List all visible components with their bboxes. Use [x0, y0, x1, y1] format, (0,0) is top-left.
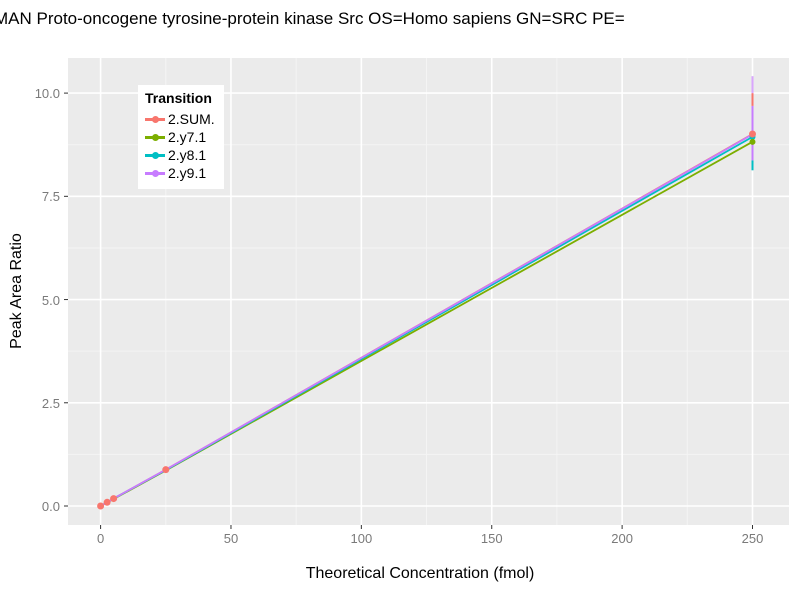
data-point-2.SUM.: [748, 130, 756, 138]
x-tick-label: 100: [350, 531, 373, 546]
x-tick-label: 250: [741, 531, 764, 546]
legend-item-2.y9.1: 2.y9.1: [145, 164, 215, 182]
x-tick-label: 0: [96, 531, 105, 546]
legend-item-2.y7.1: 2.y7.1: [145, 128, 215, 146]
x-tick-label: 50: [223, 531, 239, 546]
y-tick-label: 2.5: [41, 395, 60, 411]
legend-key-icon: [145, 149, 165, 161]
y-tick-label: 5.0: [41, 292, 60, 308]
x-axis-title: Theoretical Concentration (fmol): [305, 565, 535, 582]
y-axis-title: Peak Area Ratio: [8, 233, 25, 349]
plot-title: MAN Proto-oncogene tyrosine-protein kina…: [0, 9, 625, 28]
data-point-2.y7.1: [749, 138, 756, 145]
x-tick-label: 150: [480, 531, 503, 546]
x-tick-label: 200: [611, 531, 633, 546]
legend-item-label: 2.y7.1: [168, 129, 207, 145]
legend-item-label: 2.y8.1: [168, 147, 207, 163]
y-tick-label: 0.0: [41, 499, 60, 514]
legend-item-2.SUM.: 2.SUM.: [145, 110, 215, 128]
legend-item-label: 2.SUM.: [168, 111, 215, 127]
data-point-2.SUM.: [162, 466, 170, 474]
legend-items: 2.SUM. 2.y7.1 2.y8.1 2.y9.1: [145, 110, 215, 182]
data-point-2.SUM.: [103, 498, 111, 506]
data-point-2.SUM.: [110, 495, 118, 503]
y-tick-label: 10.0: [34, 86, 60, 102]
y-tick-label: 7.5: [41, 189, 60, 205]
legend-title: Transition: [145, 90, 212, 106]
data-point-2.SUM.: [97, 502, 105, 510]
legend-key-icon: [145, 167, 165, 179]
legend-key-icon: [145, 113, 165, 125]
legend-item-2.y8.1: 2.y8.1: [145, 146, 215, 164]
legend: Transition 2.SUM. 2.y7.1 2.y8.1 2.y9.1: [138, 85, 224, 189]
legend-item-label: 2.y9.1: [168, 165, 207, 181]
legend-key-icon: [145, 131, 165, 143]
